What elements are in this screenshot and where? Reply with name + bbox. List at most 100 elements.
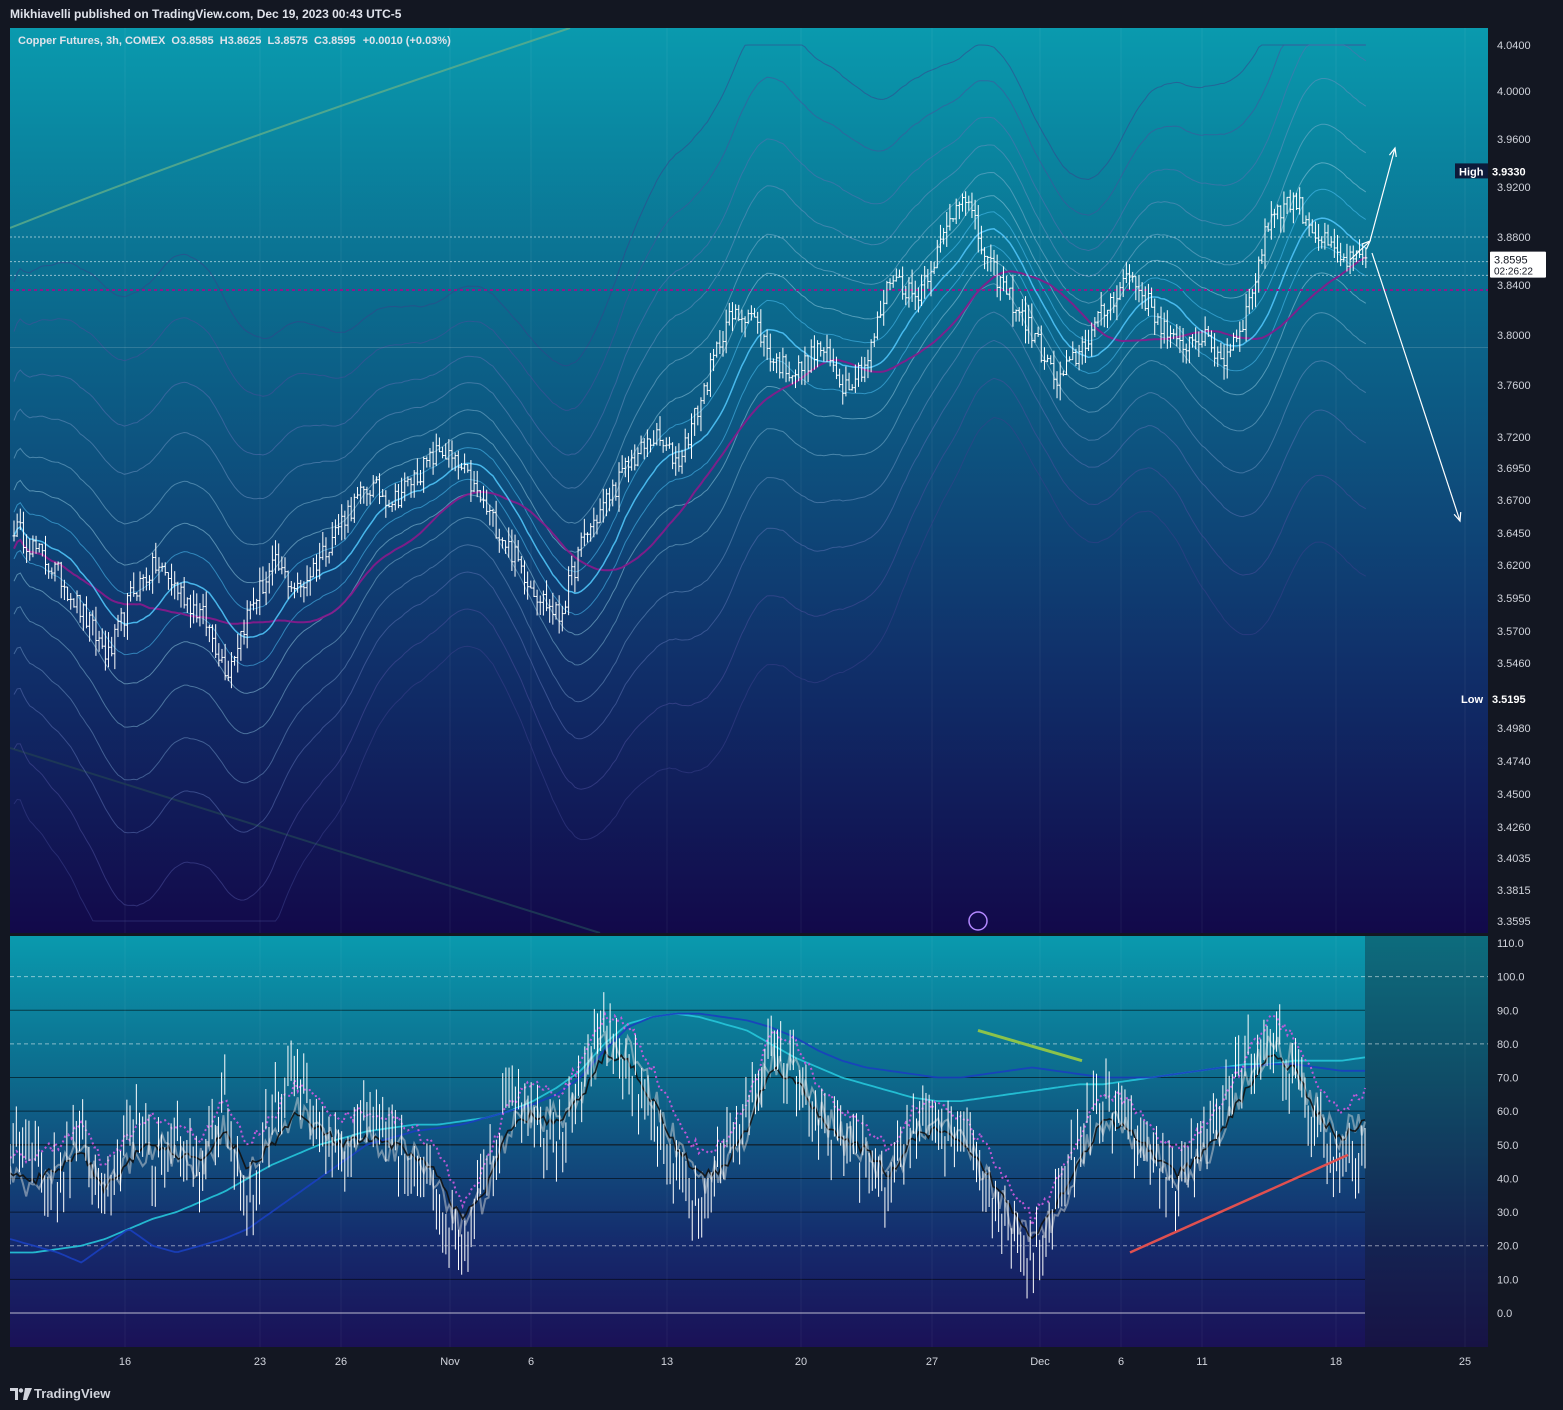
envelope-band-line [13,44,1367,456]
time-tick-label: 20 [795,1356,807,1368]
ohlc-bar [81,603,85,631]
price-tick-label: 4.0400 [1497,40,1531,52]
time-axis[interactable]: 16 23 26 Nov 6 13 20 27 Dec 6 11 18 25 [10,1347,1488,1375]
ohlc-bar [223,643,227,681]
tradingview-logo-icon [10,1388,32,1400]
ohlc-bar [355,486,359,500]
ohlc-bar [929,260,933,297]
legend-symbol: Copper Futures, 3h, COMEX [18,35,166,47]
price-axis[interactable]: 4.0400 4.0000 3.9600 3.9200 3.8800 3.8400 3.80… [1455,28,1563,933]
ohlc-bar [1153,298,1157,335]
ohlc-bar [1285,196,1289,214]
ohlc-bar [816,340,820,368]
ohlc-bar [1064,349,1068,376]
ohlc-bar [1118,282,1122,301]
ohlc-bar [683,428,687,463]
price-chart[interactable]: High Low [10,28,1488,933]
ohlc-bar [374,476,378,484]
ohlc-bar [522,560,526,595]
ohlc-bar [188,594,192,628]
ohlc-bar [229,652,233,689]
ohlc-bar [198,603,202,627]
ohlc-bar [1203,316,1207,347]
ohlc-bar [368,490,372,505]
ohlc-bar [1235,329,1239,343]
price-tick-label: 3.7200 [1497,432,1531,444]
ohlc-bar [686,432,690,449]
oscillator-pane[interactable] [10,936,1488,1347]
ohlc-bar [1320,236,1324,249]
ohlc-bar [179,582,183,608]
envelope-band-line [13,123,1367,546]
ohlc-bar [135,591,139,601]
ohlc-bar [1055,371,1059,399]
ohlc-bar [56,561,60,571]
divergence-line-green [977,1029,1083,1063]
ohlc-bar [497,528,501,553]
ohlc-bar [809,339,813,373]
ohlc-bar [904,285,908,306]
legend-high: H3.8625 [219,35,262,47]
ohlc-bar [652,430,656,446]
oscillator-axis[interactable]: 110.0 100.0 90.0 80.0 70.0 60.0 50.0 40.0 30.0 20… [1488,936,1563,1347]
ohlc-bar [94,606,98,656]
ohlc-bar [863,357,867,383]
ohlc-bar [47,563,51,579]
ohlc-bar [976,205,980,253]
ohlc-bar [633,444,637,471]
ohlc-bar [1304,215,1308,226]
ohlc-bar [182,577,186,609]
ohlc-bar [800,361,804,385]
osc-dotted-line [10,1011,1366,1229]
ohlc-bar [1225,338,1229,379]
ohlc-bar [611,479,615,507]
footer-brand: TradingView [34,1386,111,1401]
ohlc-bar [129,580,133,602]
ohlc-bar [1298,187,1302,215]
ohlc-bar [1112,292,1116,314]
projection-arrow-small [1349,240,1371,261]
ohlc-bar [935,239,939,269]
ohlc-bar [1162,312,1166,344]
low-label: Low [1461,694,1483,706]
ohlc-bar [1276,204,1280,220]
osc-tick-label: 70.0 [1497,1073,1518,1085]
ohlc-bar [1027,304,1031,344]
ohlc-bar [970,192,974,219]
ohlc-bar [18,508,22,531]
ohlc-bar [308,567,312,596]
ohlc-bar [1137,275,1141,303]
ohlc-bar [541,590,545,616]
ohlc-bar [447,439,451,468]
ohlc-bar [850,384,854,391]
ohlc-bar [1014,309,1018,322]
last-price-tag [1490,251,1546,278]
ohlc-bar [62,579,66,601]
price-pane[interactable]: High Low [10,28,1488,933]
ohlc-bar [831,348,835,373]
ohlc-bar [708,352,712,397]
price-tick-label: 3.8400 [1497,280,1531,292]
ohlc-bar [97,630,101,652]
price-tick-label: 3.4740 [1497,756,1531,768]
candles-group [12,187,1368,689]
ohlc-bar [636,447,640,467]
ohlc-bar [1206,325,1210,337]
ohlc-bar [1105,309,1109,329]
ohlc-bar [100,628,104,649]
envelope-band-line [13,162,1367,584]
ohlc-bar [185,597,189,613]
ohlc-bar [516,540,520,562]
ohlc-bar [879,300,883,318]
ohlc-bar [1317,223,1321,251]
ohlc-bar [88,611,92,642]
ohlc-bar [59,561,63,599]
ohlc-bar [261,566,265,595]
ohlc-bar [1121,269,1125,298]
ohlc-bar [173,571,177,600]
oscillator-chart[interactable] [10,936,1488,1347]
ohlc-bar [242,619,246,645]
ohlc-bar [1102,303,1106,328]
ohlc-bar [784,354,788,383]
ohlc-bar [195,593,199,623]
